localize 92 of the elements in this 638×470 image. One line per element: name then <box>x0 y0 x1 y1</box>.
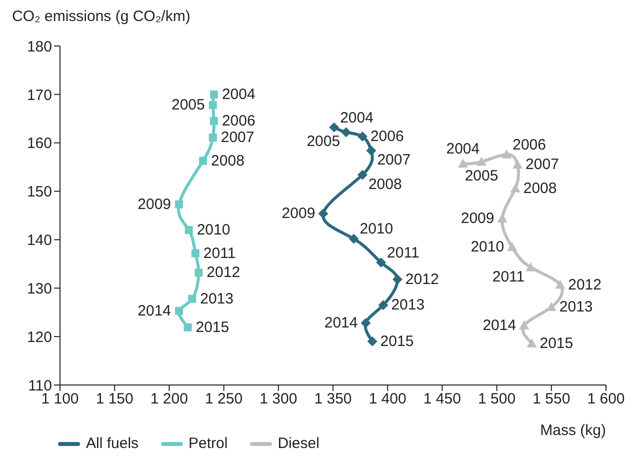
annotation: 2009 <box>138 196 172 213</box>
annotation: 2004 <box>446 140 480 158</box>
point <box>184 323 192 332</box>
x-tick-label: 1 400 <box>368 390 406 408</box>
annotation: 2007 <box>377 152 411 169</box>
x-tick-label: 1 450 <box>423 390 461 408</box>
y-tick-label: 160 <box>26 135 52 152</box>
annotation: 2015 <box>196 318 230 336</box>
annotation: 2015 <box>380 332 414 350</box>
point <box>378 300 388 310</box>
point <box>519 320 530 330</box>
annotation: 2009 <box>282 205 316 222</box>
y-tick-label: 140 <box>26 232 52 250</box>
y-tick-label: 170 <box>26 86 52 104</box>
point <box>199 156 208 165</box>
annotation: 2014 <box>138 302 172 320</box>
annotation: 2013 <box>391 296 425 314</box>
point <box>367 336 378 346</box>
annotation: 2012 <box>568 276 602 294</box>
annotation: 2005 <box>306 133 340 150</box>
point <box>392 274 402 284</box>
annotation: 2005 <box>464 168 498 185</box>
point <box>188 294 196 303</box>
point <box>191 249 200 258</box>
annotation: 2008 <box>368 176 402 193</box>
annotation: 2009 <box>460 210 494 227</box>
x-tick-label: 1 300 <box>260 390 298 408</box>
point <box>502 149 512 158</box>
point <box>510 183 520 192</box>
point <box>526 262 536 272</box>
y-tick-label: 120 <box>26 328 52 346</box>
point <box>210 117 218 126</box>
annotation: 2006 <box>222 112 256 130</box>
point <box>366 146 376 156</box>
point <box>184 226 193 234</box>
annotation: 2008 <box>211 152 244 170</box>
x-tick-label: 1 150 <box>96 390 134 408</box>
annotation: 2014 <box>482 316 516 334</box>
point <box>175 200 184 208</box>
annotation: 2013 <box>200 290 234 308</box>
annotation: 2006 <box>512 136 546 154</box>
point <box>175 306 184 315</box>
x-tick-label: 1 550 <box>532 390 570 408</box>
point <box>476 156 487 166</box>
annotation: 2012 <box>206 264 240 282</box>
legend-label: Diesel <box>276 435 320 452</box>
point <box>194 268 203 277</box>
point <box>348 234 359 244</box>
x-tick-label: 1 600 <box>587 390 625 408</box>
annotation: 2015 <box>540 334 574 352</box>
point <box>357 132 368 142</box>
point <box>526 338 537 348</box>
x-axis-title: Mass (kg) <box>540 422 606 439</box>
annotation: 2008 <box>523 180 557 197</box>
annotation: 2007 <box>220 129 254 146</box>
annotation: 2010 <box>196 222 230 239</box>
x-tick-label: 1 350 <box>314 390 352 408</box>
point <box>208 101 217 110</box>
point <box>507 242 518 251</box>
y-tick-label: 150 <box>26 184 52 201</box>
point <box>208 134 217 142</box>
x-tick-label: 1 200 <box>150 390 188 408</box>
y-axis-title: CO₂ emissions (g CO₂/km) <box>11 8 192 27</box>
point <box>341 127 352 138</box>
legend-label: Petrol <box>188 435 228 452</box>
legend-label: All fuels <box>85 435 139 452</box>
annotation: 2010 <box>360 220 394 238</box>
annotation: 2006 <box>370 128 404 146</box>
annotation: 2004 <box>340 109 374 126</box>
point <box>210 90 218 98</box>
point <box>376 257 386 268</box>
annotation: 2010 <box>470 238 504 256</box>
annotation: 2011 <box>203 244 236 262</box>
annotation: 2011 <box>387 244 420 262</box>
point <box>360 318 371 328</box>
point <box>458 158 468 168</box>
annotation: 2007 <box>526 156 559 174</box>
annotation: 2005 <box>172 96 205 114</box>
x-tick-label: 1 250 <box>205 390 243 408</box>
annotation: 2012 <box>405 270 439 288</box>
annotation: 2014 <box>324 314 358 332</box>
y-tick-label: 130 <box>26 280 52 298</box>
annotation: 2004 <box>222 86 256 103</box>
annotation: 2011 <box>492 268 525 286</box>
y-tick-label: 180 <box>26 38 52 56</box>
point <box>357 170 368 180</box>
annotation: 2013 <box>559 298 593 316</box>
point <box>318 208 328 219</box>
x-tick-label: 1 500 <box>478 390 516 408</box>
point <box>555 280 566 289</box>
point <box>329 122 340 132</box>
point <box>512 160 523 169</box>
